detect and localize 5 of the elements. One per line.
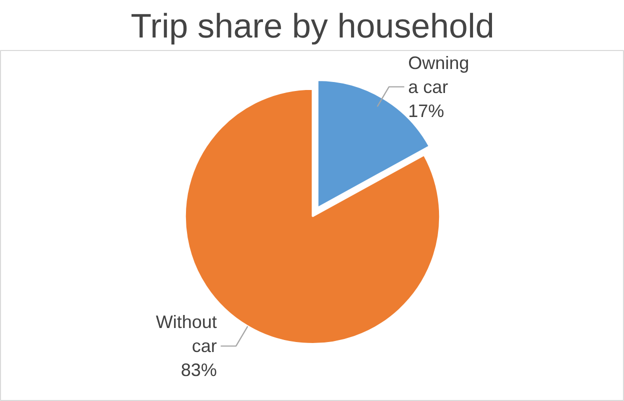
data-label: 83% bbox=[180, 360, 217, 380]
slice-label: Owning a car bbox=[408, 52, 470, 97]
slice-label: Without car bbox=[156, 312, 217, 356]
chart-title: Trip share by household bbox=[130, 8, 494, 46]
data-label: 17% bbox=[408, 100, 444, 121]
